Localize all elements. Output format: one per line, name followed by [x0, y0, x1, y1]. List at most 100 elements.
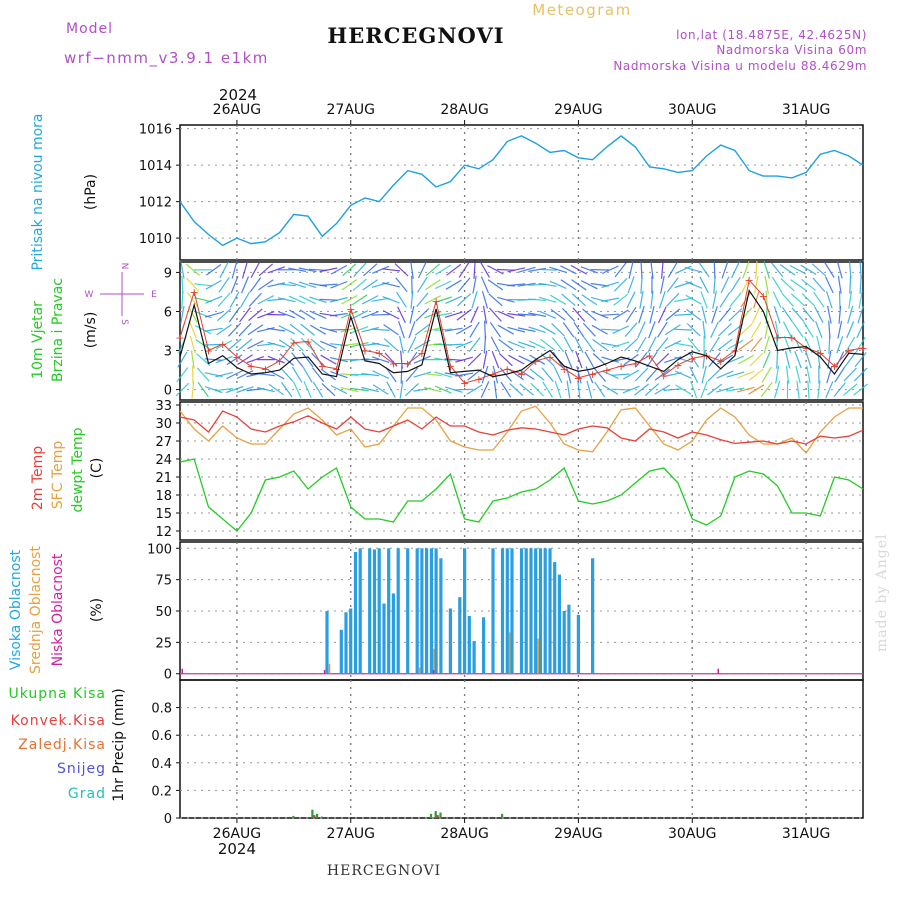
- wind-arrow: [717, 338, 733, 351]
- wind-arrows: [175, 260, 869, 399]
- wind-arrow: [228, 307, 241, 323]
- wind-title-line2: Brzina i Pravac: [50, 278, 66, 382]
- wind-arrow: [700, 291, 708, 309]
- wind-gust-marker: +: [289, 337, 298, 350]
- wind-gust-marker: +: [375, 347, 384, 360]
- wind-arrow: [330, 384, 348, 395]
- wind-arrow: [674, 370, 692, 379]
- wind-arrow: [776, 350, 779, 369]
- wind-arrow: [796, 380, 800, 399]
- y-tick-label: 6: [164, 305, 172, 320]
- wind-arrow: [497, 324, 514, 335]
- wind-arrow: [790, 279, 806, 291]
- wind-arrow: [738, 323, 753, 337]
- bottom-day-label: 29AUG: [554, 826, 603, 842]
- bottom-year-label: 2024: [218, 840, 256, 858]
- wind-gust-marker: +: [545, 351, 554, 364]
- wind-arrow: [708, 352, 721, 367]
- high-cloud-bar: [372, 549, 377, 674]
- wind-arrow: [309, 296, 327, 303]
- wind-arrow: [625, 306, 637, 323]
- wind-arrow: [191, 380, 195, 399]
- top-day-label: 31AUG: [782, 102, 831, 118]
- wind-arrow: [444, 343, 463, 346]
- wind-arrow: [848, 260, 852, 279]
- wind-arrow: [226, 354, 243, 366]
- high-cloud-bar: [353, 552, 358, 674]
- wind-arrow: [685, 294, 702, 305]
- wind-arrow: [858, 290, 863, 309]
- wind-arrow: [781, 292, 794, 307]
- wind-arrow: [613, 293, 629, 306]
- wind-arrow: [726, 387, 745, 392]
- wind-arrow: [813, 291, 825, 308]
- wind-arrow: [550, 308, 566, 321]
- wind-arrow: [397, 306, 406, 324]
- wind-arrow: [330, 280, 348, 289]
- wind-arrow: [248, 308, 263, 322]
- wind-arrow: [751, 321, 762, 338]
- wind-arrow: [299, 295, 316, 305]
- wind-arrow: [256, 386, 275, 393]
- y-tick-label: 3: [164, 345, 172, 360]
- wind-arrow: [576, 365, 582, 384]
- wind-arrow: [763, 335, 770, 354]
- wind-arrow: [301, 352, 314, 368]
- wind-arrow: [267, 327, 286, 332]
- precip-legend-snow: Snijeg: [57, 761, 106, 777]
- wind-arrow: [716, 386, 734, 393]
- wind-arrow: [488, 293, 503, 307]
- y-tick-label: 0.6: [151, 729, 172, 744]
- wind-gust-marker: +: [218, 338, 227, 351]
- temp-title-dewpt: dewpt Temp: [70, 427, 86, 512]
- wind-arrow: [319, 340, 337, 349]
- page-title: HERCEGNOVI: [327, 23, 504, 48]
- wind-arrow: [470, 306, 479, 324]
- wind-arrow: [782, 306, 794, 323]
- wind-gust-marker: +: [360, 345, 369, 358]
- wind-arrow: [196, 367, 210, 382]
- wind-arrow: [371, 281, 390, 288]
- precip-legend-total: Ukupna Kisa: [8, 686, 106, 702]
- wind-arrow: [507, 283, 526, 287]
- wind-arrow: [385, 366, 397, 383]
- wind-arrow: [329, 312, 348, 317]
- bottom-day-label: 30AUG: [668, 826, 717, 842]
- wind-arrow: [330, 264, 348, 275]
- wind-arrow: [466, 384, 483, 395]
- wind-gust-marker: +: [745, 274, 754, 287]
- wind-gust-marker: +: [332, 363, 341, 376]
- wind-arrow: [737, 370, 755, 379]
- wind-arrow: [656, 337, 669, 353]
- wind-arrow: [728, 308, 743, 322]
- temp-unit: (C): [89, 458, 105, 479]
- wind-arrow: [601, 313, 620, 316]
- wind-arrow: [291, 352, 304, 368]
- wind-arrow: [289, 323, 305, 336]
- wind-gust-marker: +: [247, 360, 256, 373]
- wind-arrow: [482, 305, 488, 324]
- wind-arrow: [686, 308, 702, 321]
- high-cloud-bar: [567, 604, 571, 674]
- high-cloud-bar: [463, 548, 467, 674]
- high-cloud-bar: [529, 548, 533, 674]
- wind-arrow: [699, 276, 709, 294]
- wind-arrow: [186, 277, 200, 292]
- y-tick-label: 21: [155, 471, 172, 486]
- cloud-title-high: Visoka Oblacnost: [8, 549, 24, 670]
- high-cloud-bar: [482, 617, 486, 674]
- wind-arrow: [577, 380, 581, 399]
- wind-arrow: [309, 282, 328, 287]
- wind-arrow: [177, 351, 188, 368]
- wind-arrow: [685, 280, 703, 289]
- conv-precip-bar: [436, 815, 439, 818]
- wind-arrow: [707, 383, 723, 396]
- wind-arrow: [491, 350, 500, 369]
- high-cloud-bar: [505, 548, 509, 674]
- wind-arrow: [435, 264, 452, 276]
- wind-gust-marker: +: [517, 368, 526, 381]
- wind-arrow: [528, 298, 547, 301]
- wind-arrow: [444, 386, 463, 393]
- wind-arrow: [292, 381, 302, 399]
- wind-arrow: [551, 322, 565, 337]
